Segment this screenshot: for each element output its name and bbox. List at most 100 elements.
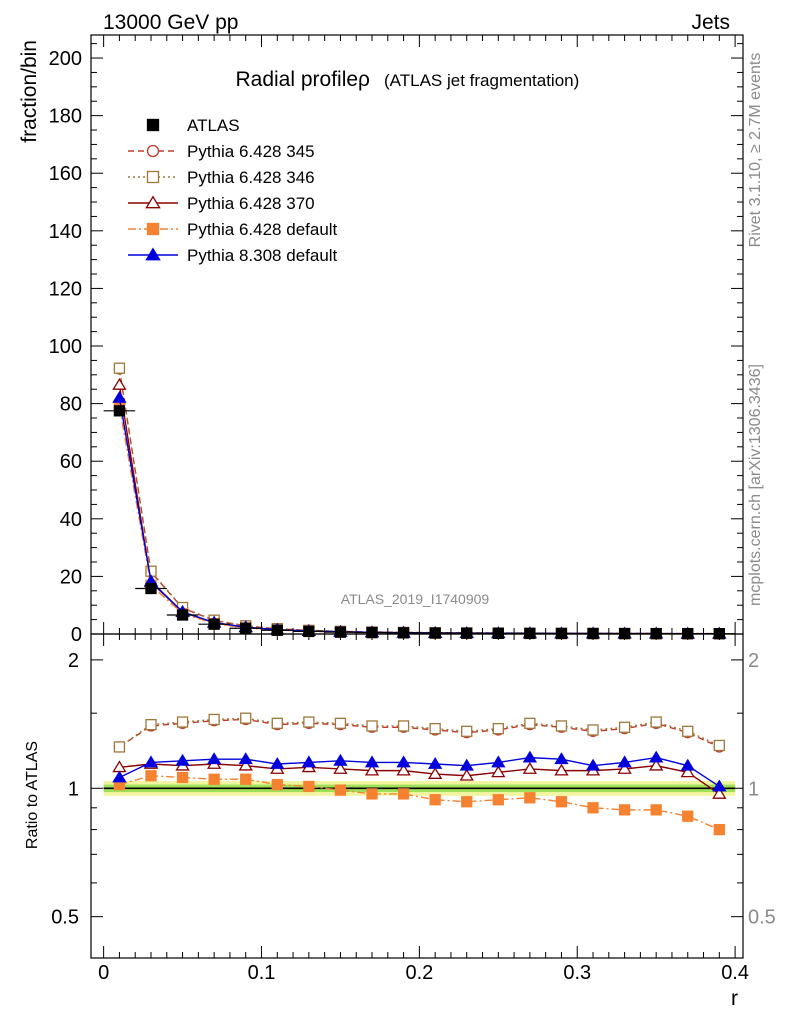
main-data-point (112, 377, 127, 390)
ratio-series-pythia-6-428-345 (113, 713, 725, 753)
ratio-data-point (524, 717, 536, 729)
ratio-data-point (680, 758, 695, 771)
ratio-panel (90, 633, 744, 959)
ratio-axis-ticks: 0.5 0.5 1 1 2 2 (51, 650, 776, 929)
legend-marker (146, 222, 160, 236)
ratio-data-point (461, 725, 473, 737)
ratio-series-line (119, 756, 720, 788)
legend-marker (146, 118, 160, 132)
legend-marker (146, 170, 160, 184)
ratio-data-point (238, 758, 253, 771)
ratio-data-point (555, 796, 568, 808)
ratio-data-point (240, 712, 252, 724)
main-y-tick-label: 200 (49, 48, 82, 70)
ratio-data-point (176, 716, 189, 728)
main-y-tick-label: 180 (49, 106, 82, 128)
ratio-data-point (524, 792, 536, 804)
ratio-data-point (618, 721, 631, 733)
ratio-data-point (112, 770, 127, 783)
ratio-data-point (429, 794, 441, 806)
x-tick-label: 0.3 (563, 962, 591, 984)
legend-entry: Pythia 6.428 default (128, 220, 338, 239)
legend-label: Pythia 8.308 default (187, 246, 338, 265)
legend-entry: Pythia 6.428 370 (128, 194, 315, 213)
main-y-tick-label: 100 (49, 336, 82, 358)
ratio-data-point (238, 752, 253, 765)
ratio-data-point (334, 784, 347, 796)
x-axis-ticks: 0 0.1 0.2 0.3 0.4 (98, 35, 749, 984)
ratio-y-tick-label-right: 0.5 (748, 907, 776, 929)
main-y-tick-label: 40 (60, 509, 82, 531)
main-data-point (208, 618, 220, 630)
ratio-data-point (459, 768, 474, 781)
ratio-data-point (364, 755, 380, 768)
ratio-data-point (334, 717, 347, 729)
ratio-data-point (208, 773, 220, 785)
main-data-point (113, 362, 126, 374)
ratio-y-tick-label-right: 2 (748, 650, 759, 672)
ratio-data-point (585, 758, 601, 771)
main-data-point (113, 405, 126, 417)
ratio-data-point (522, 761, 538, 774)
legend-label: Pythia 6.428 346 (187, 168, 315, 187)
ratio-y-tick-label: 2 (68, 650, 79, 672)
ratio-data-point (712, 786, 727, 799)
ratio-data-point (554, 763, 569, 776)
x-axis-label: r (731, 987, 738, 1010)
x-tick-label: 0.4 (721, 962, 749, 984)
ratio-y-tick-label-right: 1 (748, 778, 759, 800)
ratio-series-pythia-6-428-default (113, 770, 725, 836)
ratio-data-point (364, 763, 380, 776)
ratio-series-layer (112, 712, 727, 836)
ratio-data-point (396, 763, 411, 776)
header-process-label: Jets (691, 11, 730, 34)
x-tick-label: 0.2 (405, 962, 433, 984)
ratio-data-point (492, 722, 504, 735)
main-y-tick-label: 20 (60, 566, 82, 588)
ratio-series-line (119, 763, 720, 795)
legend-marker (145, 195, 161, 209)
main-data-point (145, 582, 157, 595)
ratio-data-point (491, 765, 506, 778)
ratio-data-point (428, 757, 443, 769)
ratio-data-point (206, 752, 222, 765)
mcplots-label: mcplots.cern.ch [arXiv:1306.3436] (747, 364, 764, 606)
ratio-data-point (459, 758, 474, 771)
ratio-data-point (587, 724, 599, 736)
main-y-tick-label: 140 (49, 221, 82, 243)
plot-subtitle: (ATLAS jet fragmentation) (384, 71, 579, 90)
main-data-point (176, 609, 189, 621)
ratio-data-point (618, 804, 631, 816)
main-y-axis-label: fraction/bin (18, 40, 41, 143)
plot-title: Radial profileρ (235, 68, 370, 91)
ratio-data-point (712, 779, 727, 792)
ratio-data-point (682, 725, 694, 737)
ratio-data-point (713, 739, 725, 752)
ratio-data-point (303, 716, 315, 728)
main-data-point (112, 390, 127, 403)
ratio-data-point (333, 761, 348, 774)
main-y-tick-label: 0 (71, 624, 82, 646)
legend: ATLAS Pythia 6.428 345 Pythia 6.428 346 Pyt… (128, 116, 338, 265)
main-y-tick-label: 80 (60, 394, 82, 416)
ratio-data-point (397, 720, 410, 732)
main-y-tick-label: 60 (60, 451, 82, 473)
ratio-uncertainty-band (103, 781, 736, 796)
ratio-data-point (680, 765, 695, 778)
ratio-data-point (270, 757, 285, 769)
ratio-data-point (176, 771, 189, 784)
ratio-data-point (649, 758, 664, 771)
legend-label: Pythia 6.428 345 (187, 142, 315, 161)
legend-label: Pythia 6.428 370 (187, 194, 315, 213)
ratio-data-point (208, 713, 220, 726)
legend-entry: Pythia 6.428 345 (128, 142, 315, 161)
ratio-data-point (303, 780, 315, 793)
x-tick-label: 0 (98, 962, 109, 984)
ratio-data-point (587, 802, 599, 814)
ratio-y-axis-label: Ratio to ATLAS (24, 741, 41, 849)
analysis-watermark: ATLAS_2019_I1740909 (341, 591, 490, 607)
ratio-data-point (271, 778, 283, 791)
main-y-tick-label: 120 (49, 278, 82, 300)
legend-marker (145, 247, 161, 261)
